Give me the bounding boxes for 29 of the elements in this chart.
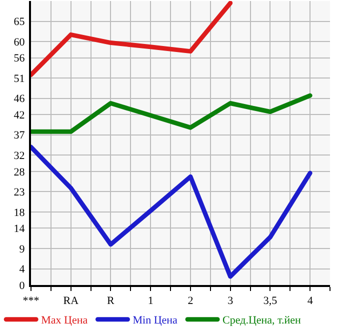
- y-tick-label: 37: [14, 130, 26, 142]
- x-tick-label: R: [107, 295, 116, 308]
- y-tick-label: 18: [14, 206, 26, 219]
- y-tick-label: 65: [14, 16, 26, 28]
- line-series: [31, 93, 312, 134]
- y-tick-label: 32: [14, 150, 25, 162]
- y-tick-label: 51: [14, 72, 25, 85]
- line-series: [31, 144, 312, 279]
- y-tick-label: 46: [14, 93, 26, 106]
- x-tick-label: 4: [307, 295, 314, 308]
- y-tick-label: 23: [14, 186, 26, 199]
- y-tick-label: 28: [14, 166, 26, 178]
- x-tick-label: ***: [22, 295, 40, 308]
- y-tick-label: 9: [19, 243, 26, 256]
- y-tick-label: 56: [14, 52, 26, 65]
- x-tick-label: 3,5: [263, 295, 278, 308]
- x-tick-label: RA: [63, 295, 79, 308]
- line-series: [31, 1, 233, 78]
- x-tick-label: 2: [188, 295, 194, 308]
- y-tick-label: 0: [19, 280, 26, 292]
- y-tick-label: 4: [19, 264, 26, 276]
- y-tick-label: 42: [14, 109, 25, 122]
- legend-label: Max Цена: [41, 314, 88, 327]
- x-tick-label: 1: [148, 295, 154, 308]
- legend-label: Min Цена: [132, 314, 178, 327]
- x-tick-label: 3: [228, 295, 234, 308]
- legend-label: Сред.Цена, т.йен: [222, 314, 302, 327]
- y-tick-label: 60: [14, 36, 26, 48]
- y-tick-label: 14: [14, 223, 26, 236]
